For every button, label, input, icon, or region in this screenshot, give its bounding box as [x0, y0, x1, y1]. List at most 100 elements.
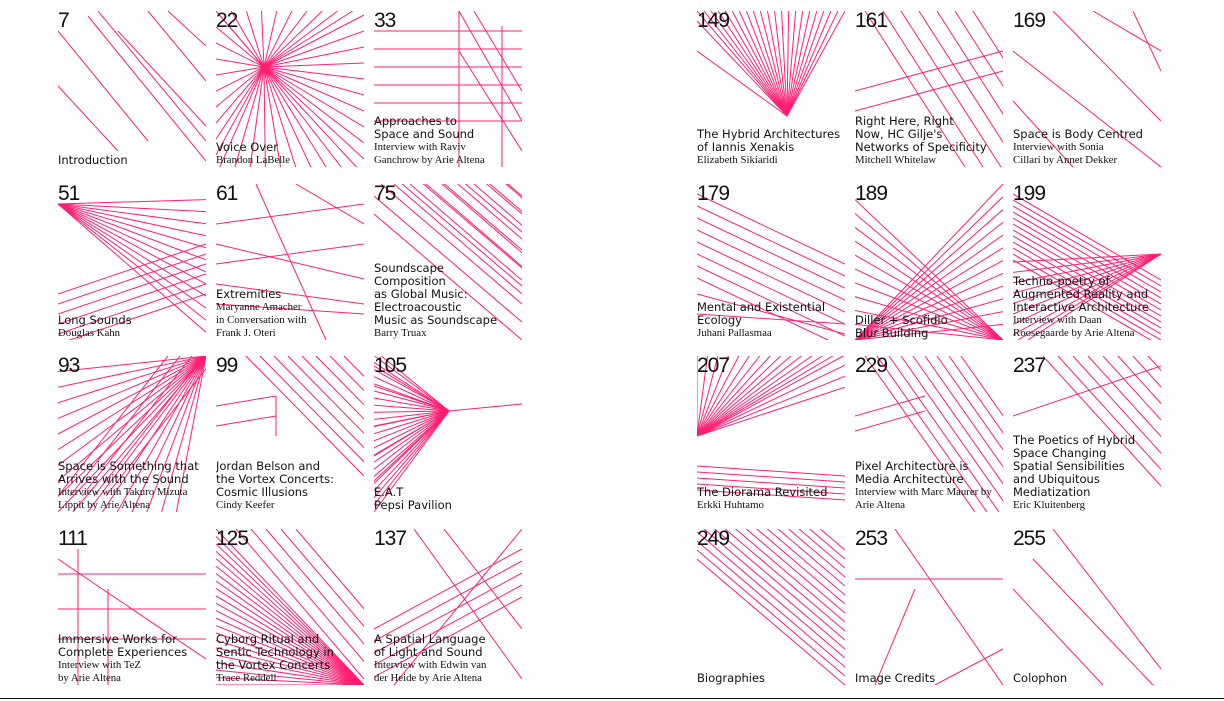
chapter-author: Cindy Keefer: [216, 499, 275, 511]
chapter-title: Approaches to Space and Sound: [374, 114, 475, 141]
tile-caption: The Diorama Revisited Erkki Huhtamo: [697, 486, 845, 512]
chapter-title: Jordan Belson and the Vortex Concerts: C…: [216, 459, 334, 499]
chapter-title: Techno-poetry of Augmented Reality and I…: [1013, 274, 1150, 314]
line-pattern-graphic: [374, 184, 522, 340]
contents-tile-199[interactable]: 199 Techno-poetry of Augmented Reality an…: [1013, 184, 1161, 340]
chapter-title: Pixel Architecture is Media Architecture: [855, 459, 969, 486]
page-number: 189: [855, 184, 888, 205]
chapter-title: Image Credits: [855, 671, 936, 685]
tile-caption: Jordan Belson and the Vortex Concerts: C…: [216, 460, 364, 512]
contents-tile-51[interactable]: 51 Long Sounds Douglas Kahn: [58, 184, 206, 340]
contents-tile-22[interactable]: 22 Voice Over Brandon LaBelle: [216, 11, 364, 167]
page-number: 255: [1013, 529, 1046, 550]
contents-tile-207[interactable]: 207 The Diorama Revisited Erkki Huhtamo: [697, 356, 845, 512]
contents-tile-179[interactable]: 179 Mental and Existential Ecology Juhani …: [697, 184, 845, 340]
contents-tile-189[interactable]: 189 Diller + Scofidio Blur Building: [855, 184, 1003, 340]
contents-tile-161[interactable]: 161 Right Here, Right Now, HC Gilje's Net…: [855, 11, 1003, 167]
chapter-author: Eric Kluitenberg: [1013, 499, 1086, 511]
chapter-title: Space is Something that Arrives with the…: [58, 459, 199, 486]
line-pattern-graphic: [1013, 529, 1161, 685]
chapter-title: Colophon: [1013, 671, 1068, 685]
chapter-title: Right Here, Right Now, HC Gilje's Networ…: [855, 114, 987, 154]
chapter-author: Elizabeth Sikiaridi: [697, 154, 778, 166]
contents-tile-137[interactable]: 137 A Spatial Language of Light and Sound…: [374, 529, 522, 685]
chapter-author: Brandon LaBelle: [216, 154, 291, 166]
contents-tile-125[interactable]: 125 Cyborg Ritual and Sentic Technology i…: [216, 529, 364, 685]
page-number: 161: [855, 11, 888, 32]
tile-caption: Introduction: [58, 154, 206, 167]
line-pattern-graphic: [374, 356, 522, 512]
contents-tile-237[interactable]: 237 The Poetics of Hybrid Space Changing …: [1013, 356, 1161, 512]
page-number: 105: [374, 356, 407, 377]
contents-tile-99[interactable]: 99 Jordan Belson and the Vortex Concerts:…: [216, 356, 364, 512]
tile-caption: Cyborg Ritual and Sentic Technology in t…: [216, 633, 364, 685]
page-number: 75: [374, 184, 396, 205]
chapter-title: Immersive Works for Complete Experiences: [58, 632, 188, 659]
page-number: 199: [1013, 184, 1046, 205]
tile-caption: Extremities Maryanne Amacher in Conversat…: [216, 288, 364, 340]
line-pattern-graphic: [216, 184, 364, 340]
chapter-author: Douglas Kahn: [58, 327, 121, 339]
line-pattern-graphic: [1013, 11, 1161, 167]
chapter-title: Long Sounds: [58, 313, 132, 327]
tile-caption: Pixel Architecture is Media Architecture…: [855, 460, 1003, 512]
tile-caption: Space is Body Centred Interview with Soni…: [1013, 128, 1161, 167]
chapter-author: Mitchell Whitelaw: [855, 154, 937, 166]
chapter-title: Extremities: [216, 287, 282, 301]
contents-tile-255[interactable]: 255 Colophon: [1013, 529, 1161, 685]
line-pattern-graphic: [855, 184, 1003, 340]
page-number: 149: [697, 11, 730, 32]
tile-caption: The Hybrid Architectures of Iannis Xenak…: [697, 128, 845, 167]
chapter-author: Interview with Daan Roosegaarde by Arie …: [1013, 314, 1135, 339]
contents-tile-229[interactable]: 229 Pixel Architecture is Media Architect…: [855, 356, 1003, 512]
contents-tile-149[interactable]: 149 The Hybrid Architectures of Iannis Xe…: [697, 11, 845, 167]
page-number: 125: [216, 529, 249, 550]
contents-tile-249[interactable]: 249 Biographies: [697, 529, 845, 685]
tile-caption: Diller + Scofidio Blur Building: [855, 314, 1003, 340]
chapter-title: Soundscape Composition as Global Music: …: [374, 261, 498, 327]
tile-caption: Techno-poetry of Augmented Reality and I…: [1013, 275, 1161, 340]
page-number: 253: [855, 529, 888, 550]
chapter-title: The Hybrid Architectures of Iannis Xenak…: [697, 127, 841, 154]
chapter-title: Mental and Existential Ecology: [697, 300, 826, 327]
contents-tile-7[interactable]: 7 Introduction: [58, 11, 206, 167]
tile-caption: E.A.T Pepsi Pavilion: [374, 486, 522, 512]
line-pattern-graphic: [697, 11, 845, 117]
chapter-author: Interview with Raviv Ganchrow by Arie Al…: [374, 141, 485, 166]
line-pattern-graphic: [1013, 356, 1161, 487]
page-number: 93: [58, 356, 80, 377]
page-number: 169: [1013, 11, 1046, 32]
line-pattern-graphic: [855, 356, 1003, 512]
page-number: 7: [58, 11, 70, 32]
page-number: 51: [58, 184, 80, 205]
line-pattern-graphic: [58, 11, 206, 162]
line-pattern-graphic: [855, 11, 1003, 167]
contents-tile-93[interactable]: 93 Space is Something that Arrives with t…: [58, 356, 206, 512]
chapter-author: Interview with Edwin van der Heide by Ar…: [374, 659, 487, 684]
contents-tile-75[interactable]: 75 Soundscape Composition as Global Music…: [374, 184, 522, 340]
chapter-author: Maryanne Amacher in Conversation with Fr…: [216, 301, 307, 339]
tile-caption: A Spatial Language of Light and Sound Int…: [374, 633, 522, 685]
contents-tile-111[interactable]: 111 Immersive Works for Complete Experien…: [58, 529, 206, 685]
tile-caption: Long Sounds Douglas Kahn: [58, 314, 206, 340]
line-pattern-graphic: [1013, 193, 1161, 340]
contents-tile-33[interactable]: 33 Approaches to Space and Sound Interview…: [374, 11, 522, 167]
page-number: 33: [374, 11, 396, 32]
page-number: 61: [216, 184, 238, 205]
contents-tile-61[interactable]: 61 Extremities Maryanne Amacher in Convers…: [216, 184, 364, 340]
page-number: 99: [216, 356, 238, 377]
line-pattern-graphic: [216, 529, 364, 685]
chapter-author: Barry Truax: [374, 327, 427, 339]
contents-tile-169[interactable]: 169 Space is Body Centred Interview with S…: [1013, 11, 1161, 167]
contents-tile-105[interactable]: 105 E.A.T Pepsi Pavilion: [374, 356, 522, 512]
contents-right-page: 149 The Hybrid Architectures of Iannis Xe…: [697, 11, 1162, 697]
page-number: 22: [216, 11, 238, 32]
page-number: 111: [58, 529, 88, 550]
line-pattern-graphic: [58, 549, 206, 685]
line-pattern-graphic: [855, 529, 1003, 685]
tile-caption: The Poetics of Hybrid Space Changing Spa…: [1013, 434, 1161, 512]
bottom-rule: [0, 698, 1224, 699]
contents-tile-253[interactable]: 253 Image Credits: [855, 529, 1003, 685]
chapter-author: Interview with TeZ by Arie Altena: [58, 659, 141, 684]
tile-caption: Approaches to Space and Sound Interview w…: [374, 115, 522, 167]
